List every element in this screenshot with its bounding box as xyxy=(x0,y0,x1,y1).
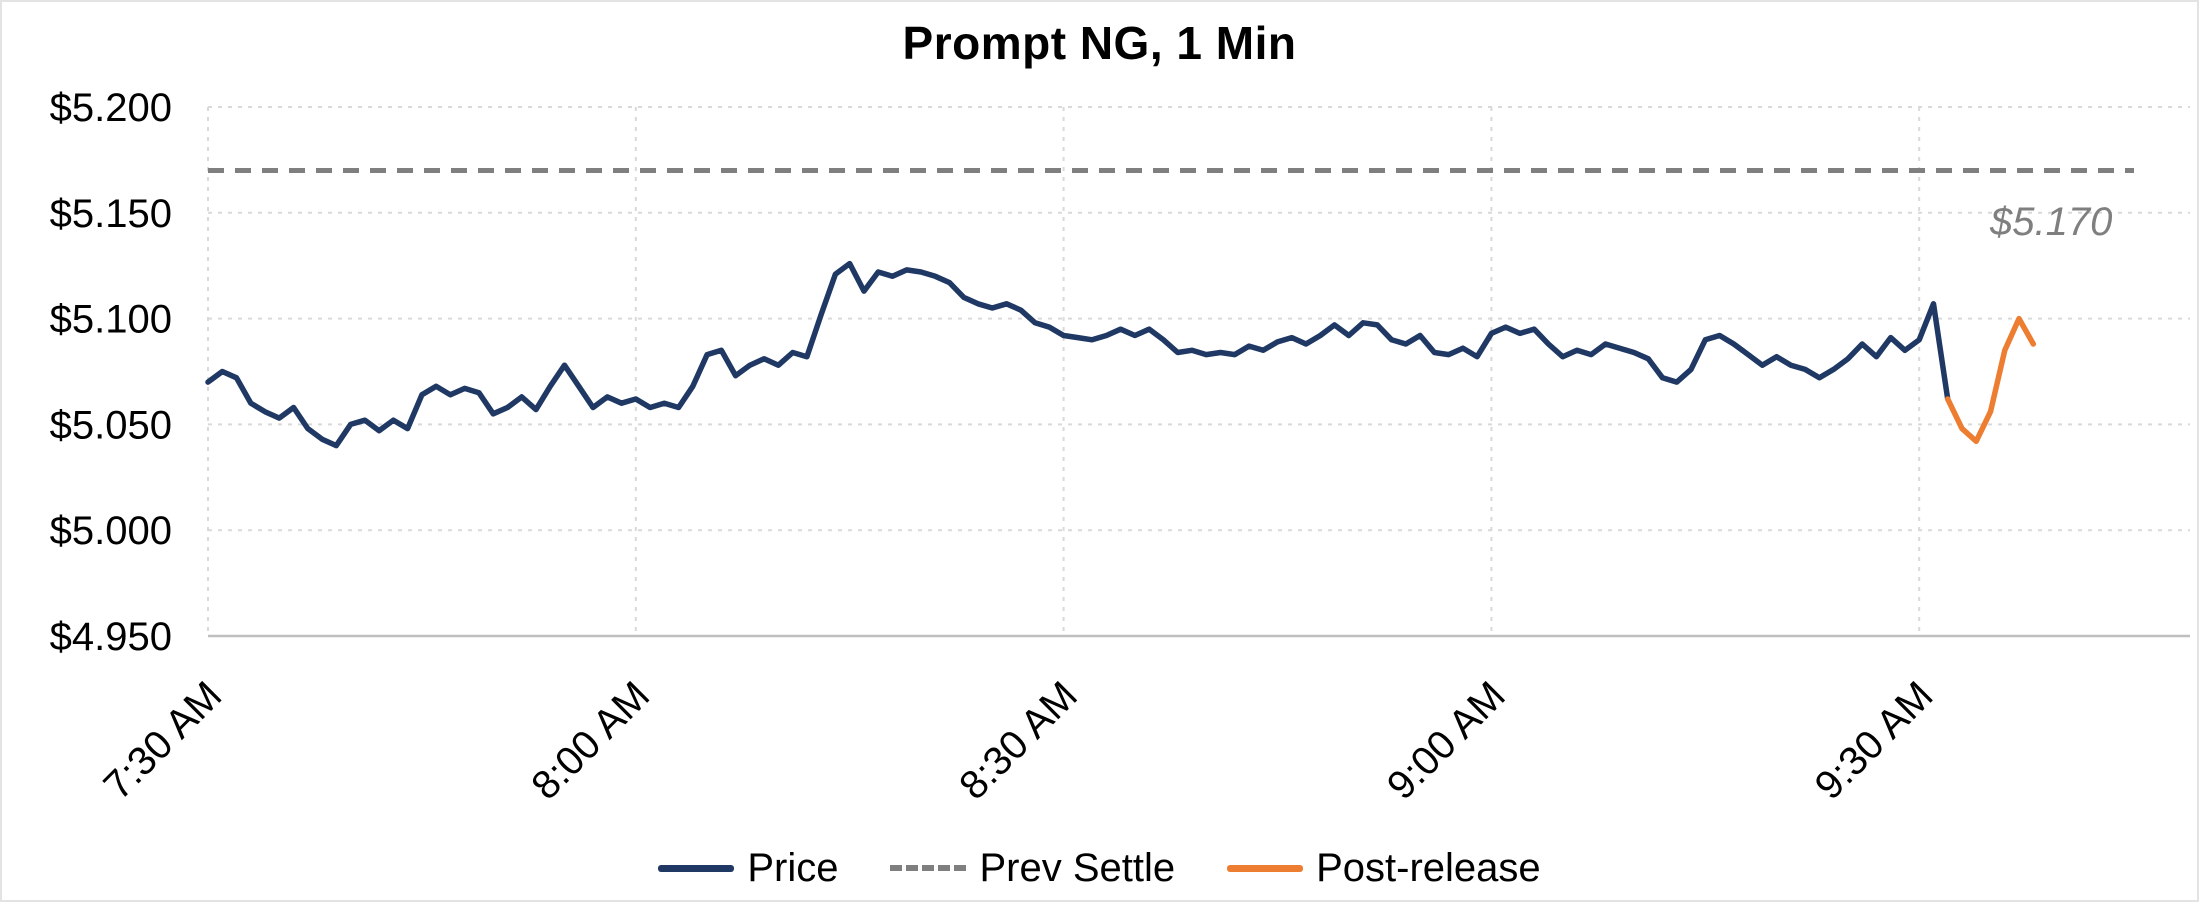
x-tick-label: 9:00 AM xyxy=(1379,673,1514,808)
y-tick-label: $5.150 xyxy=(50,192,172,236)
x-tick-label: 8:00 AM xyxy=(523,673,658,808)
legend-label-prev-settle: Prev Settle xyxy=(979,846,1176,890)
x-tick-label: 7:30 AM xyxy=(95,673,230,808)
legend-swatch-price xyxy=(658,864,735,872)
x-tick-label: 9:30 AM xyxy=(1807,673,1942,808)
legend: Price Prev Settle Post-release xyxy=(2,848,2197,888)
prev-settle-annotation: $5.170 xyxy=(1990,200,2113,244)
y-tick-label: $5.100 xyxy=(50,298,172,342)
legend-item-price: Price xyxy=(658,848,838,888)
y-tick-label: $5.050 xyxy=(50,403,172,447)
x-tick-label: 8:30 AM xyxy=(951,673,1086,808)
chart-title: Prompt NG, 1 Min xyxy=(902,17,1297,69)
legend-label-price: Price xyxy=(747,846,839,890)
legend-item-prev-settle: Prev Settle xyxy=(890,848,1175,888)
legend-label-post-release: Post-release xyxy=(1316,846,1541,890)
series-line-post-release xyxy=(1944,315,2037,445)
legend-swatch-prev-settle xyxy=(890,865,967,871)
legend-item-post-release: Post-release xyxy=(1227,848,1541,888)
legend-swatch-post-release xyxy=(1227,864,1304,872)
y-tick-label: $5.000 xyxy=(50,509,172,553)
y-tick-label: $4.950 xyxy=(50,615,172,659)
y-tick-label: $5.200 xyxy=(50,86,172,130)
series-line-price xyxy=(205,260,1951,449)
